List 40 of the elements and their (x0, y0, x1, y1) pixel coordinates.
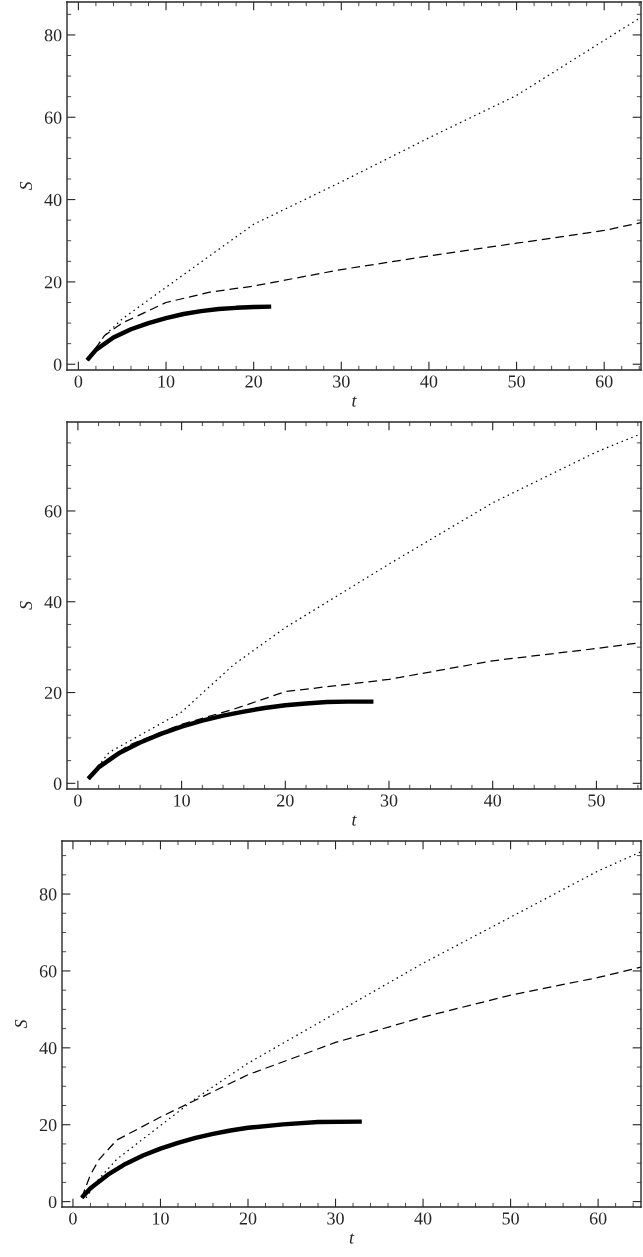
y-tick-label: 60 (44, 111, 62, 124)
x-tick-label: 20 (245, 375, 262, 388)
y-axis-title: S (19, 601, 33, 610)
y-tick-label: 40 (39, 1042, 57, 1055)
x-tick-label: 60 (589, 1212, 607, 1225)
x-axis-title: t (349, 1233, 355, 1244)
y-tick-label: 60 (39, 965, 57, 978)
x-tick-label: 30 (380, 794, 398, 807)
y-axis-title: S (19, 181, 33, 191)
y-tick-label: 0 (53, 777, 62, 790)
x-tick-label: 50 (502, 1212, 519, 1225)
y-tick-label: 0 (48, 1195, 57, 1209)
x-tick-label: 10 (153, 1212, 169, 1225)
x-tick-label: 10 (174, 794, 190, 807)
y-tick-label: 60 (44, 505, 62, 518)
x-tick-label: 60 (595, 375, 613, 388)
x-tick-label: 0 (74, 375, 83, 388)
x-tick-label: 20 (239, 1212, 257, 1225)
y-tick-label: 40 (44, 596, 62, 609)
y-axis-title: S (14, 1019, 28, 1029)
x-tick-label: 0 (74, 794, 82, 807)
y-tick-label: 20 (39, 1118, 57, 1132)
x-tick-label: 40 (414, 1212, 432, 1225)
x-tick-label: 50 (508, 375, 525, 388)
x-tick-label: 0 (69, 1212, 77, 1225)
y-tick-label: 20 (44, 686, 62, 699)
y-tick-label: 40 (44, 193, 62, 207)
y-tick-label: 0 (53, 358, 62, 371)
x-tick-label: 30 (327, 1212, 344, 1225)
x-tick-label: 30 (333, 375, 350, 388)
x-tick-label: 40 (484, 794, 502, 807)
y-tick-label: 20 (44, 276, 62, 289)
x-axis-title: t (352, 815, 357, 826)
y-tick-label: 80 (39, 888, 57, 901)
x-tick-label: 50 (588, 794, 605, 807)
x-axis-title: t (352, 396, 357, 407)
y-tick-label: 80 (44, 29, 62, 42)
x-tick-label: 40 (420, 375, 438, 388)
x-tick-label: 10 (158, 375, 175, 388)
x-tick-label: 20 (277, 794, 294, 807)
